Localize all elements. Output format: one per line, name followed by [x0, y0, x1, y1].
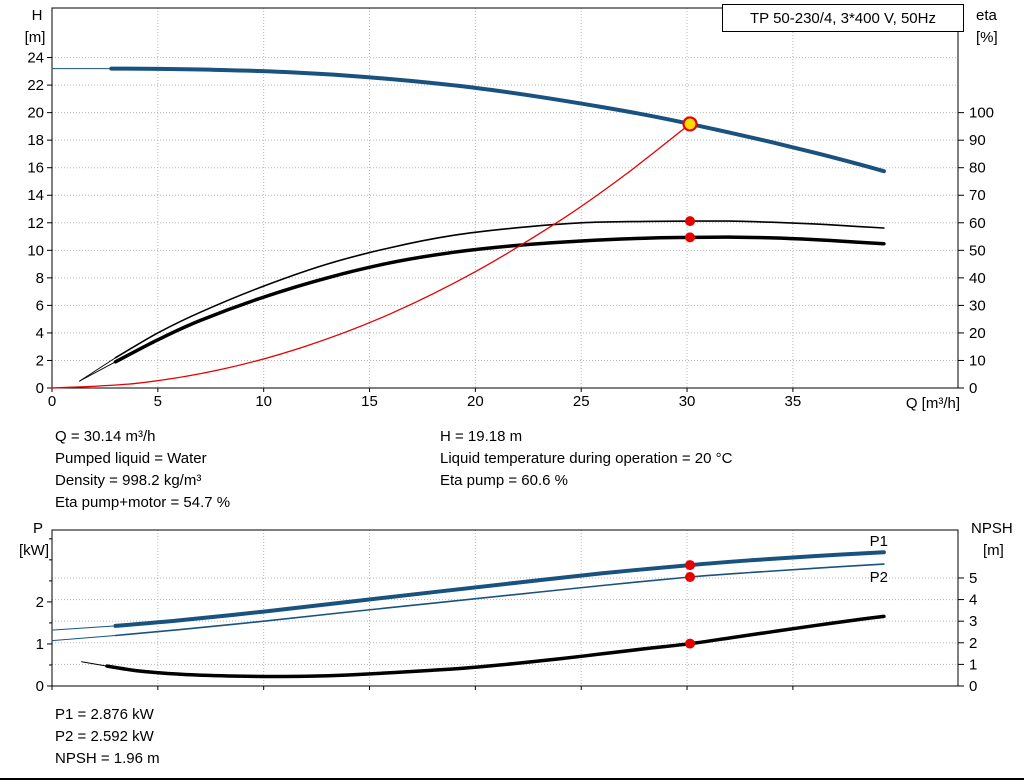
curve-p2-curve: [114, 563, 885, 637]
left-tick-label: 18: [27, 132, 44, 149]
left-tick-label: 2: [36, 594, 44, 611]
curve-system-curve: [51, 123, 691, 389]
info-head: H = 19.18 m: [440, 428, 523, 445]
axis-title-npsh: NPSH: [971, 520, 1013, 537]
curve-p1-curve: [113, 550, 886, 628]
info-flow: Q = 30.14 m³/h: [55, 428, 156, 445]
left-tick-label: 2: [36, 352, 44, 369]
qh-efficiency-chart: 0 5 10 15 20 25 30 3502468101214161820222401020…: [25, 7, 998, 412]
right-tick-label: 10: [969, 352, 986, 369]
x-tick-label: 30: [679, 393, 696, 410]
axis-title-eta-unit: [%]: [976, 29, 998, 46]
right-tick-label: 3: [969, 613, 977, 630]
right-tick-label: 0: [969, 380, 977, 397]
right-tick-label: 1: [969, 656, 977, 673]
left-tick-label: 4: [36, 325, 44, 342]
right-tick-label: 4: [969, 592, 977, 609]
info-density: Density = 998.2 kg/m³: [55, 472, 202, 489]
left-tick-label: 12: [27, 215, 44, 232]
p1-point: [685, 560, 696, 571]
axis-title-h: H: [32, 7, 43, 24]
x-tick-label: 0: [48, 393, 56, 410]
axis-title-p-unit: [kW]: [19, 542, 49, 559]
right-tick-label: 90: [969, 132, 986, 149]
pump-type-label: TP 50-230/4, 3*400 V, 50Hz: [750, 9, 936, 27]
power-npsh-chart: 0 1 2 0 1 2 3 4 5 P [kW] NPSH [m] P1 P2: [19, 520, 1013, 695]
right-tick-label: 60: [969, 215, 986, 232]
axis-title-h-unit: [m]: [25, 29, 46, 46]
curve-h-curve: [109, 66, 886, 174]
x-tick-label: 25: [573, 393, 590, 410]
left-tick-label: 6: [36, 297, 44, 314]
x-tick-label: 35: [785, 393, 802, 410]
curve-p2-lead: [51, 635, 116, 642]
pump-type-box: TP 50-230/4, 3*400 V, 50Hz: [722, 4, 964, 32]
left-tick-label: 16: [27, 160, 44, 177]
curve-eta-pump-lead: [79, 357, 116, 382]
info-eta-pump: Eta pump = 60.6 %: [440, 472, 568, 489]
curve-npsh-lead: [81, 661, 108, 667]
right-tick-label: 30: [969, 297, 986, 314]
npsh-point: [685, 638, 696, 649]
axis-title-npsh-unit: [m]: [983, 542, 1004, 559]
eta-pump-motor-point: [685, 232, 696, 243]
eta-pump-point: [685, 216, 696, 227]
left-tick-label: 0: [36, 380, 44, 397]
left-tick-label: 0: [36, 678, 44, 695]
info-liquid-temperature: Liquid temperature during operation = 20…: [440, 450, 733, 467]
axis-title-q: Q [m³/h]: [906, 395, 960, 412]
info-eta-pump-motor: Eta pump+motor = 54.7 %: [55, 494, 231, 511]
info-npsh: NPSH = 1.96 m: [55, 750, 160, 767]
p2-curve-label: P2: [870, 569, 888, 586]
plot-frame: [51, 7, 959, 389]
curve-p1-lead: [51, 625, 116, 631]
left-tick-label: 1: [36, 636, 44, 653]
right-tick-label: 0: [969, 678, 977, 695]
x-tick-label: 10: [255, 393, 272, 410]
page-divider: [0, 778, 1024, 780]
left-tick-label: 22: [27, 77, 44, 94]
curve-eta-pump-curve: [114, 220, 885, 359]
p1-curve-label: P1: [870, 533, 888, 550]
axis-title-p: P: [33, 520, 43, 537]
duty-info-left: Q = 30.14 m³/h Pumped liquid = Water Den…: [55, 426, 230, 514]
left-tick-label: 20: [27, 105, 44, 122]
x-tick-label: 5: [154, 393, 162, 410]
left-tick-label: 8: [36, 270, 44, 287]
right-tick-label: 100: [969, 105, 994, 122]
duty-point: [682, 116, 698, 132]
right-tick-label: 40: [969, 270, 986, 287]
axis-title-eta: eta: [976, 7, 998, 24]
curve-eta-pump-motor-lead: [79, 361, 116, 382]
plot-frame: [51, 529, 959, 687]
curve-npsh-curve: [105, 614, 886, 679]
right-tick-label: 20: [969, 325, 986, 342]
left-tick-label: 24: [27, 50, 44, 67]
p2-point: [685, 572, 696, 583]
right-tick-label: 2: [969, 635, 977, 652]
info-p2: P2 = 2.592 kW: [55, 728, 154, 745]
x-tick-label: 20: [467, 393, 484, 410]
left-tick-label: 10: [27, 242, 44, 259]
duty-info-right: H = 19.18 m Liquid temperature during op…: [440, 426, 732, 492]
info-p1: P1 = 2.876 kW: [55, 706, 154, 723]
right-tick-label: 80: [969, 160, 986, 177]
right-tick-label: 70: [969, 187, 986, 204]
right-tick-label: 50: [969, 242, 986, 259]
right-tick-label: 5: [969, 570, 977, 587]
info-pumped-liquid: Pumped liquid = Water: [55, 450, 207, 467]
left-tick-label: 14: [27, 187, 44, 204]
power-npsh-info: P1 = 2.876 kW P2 = 2.592 kW NPSH = 1.96 …: [55, 704, 160, 770]
curve-eta-pump-motor-curve: [113, 235, 886, 364]
x-tick-label: 15: [361, 393, 378, 410]
